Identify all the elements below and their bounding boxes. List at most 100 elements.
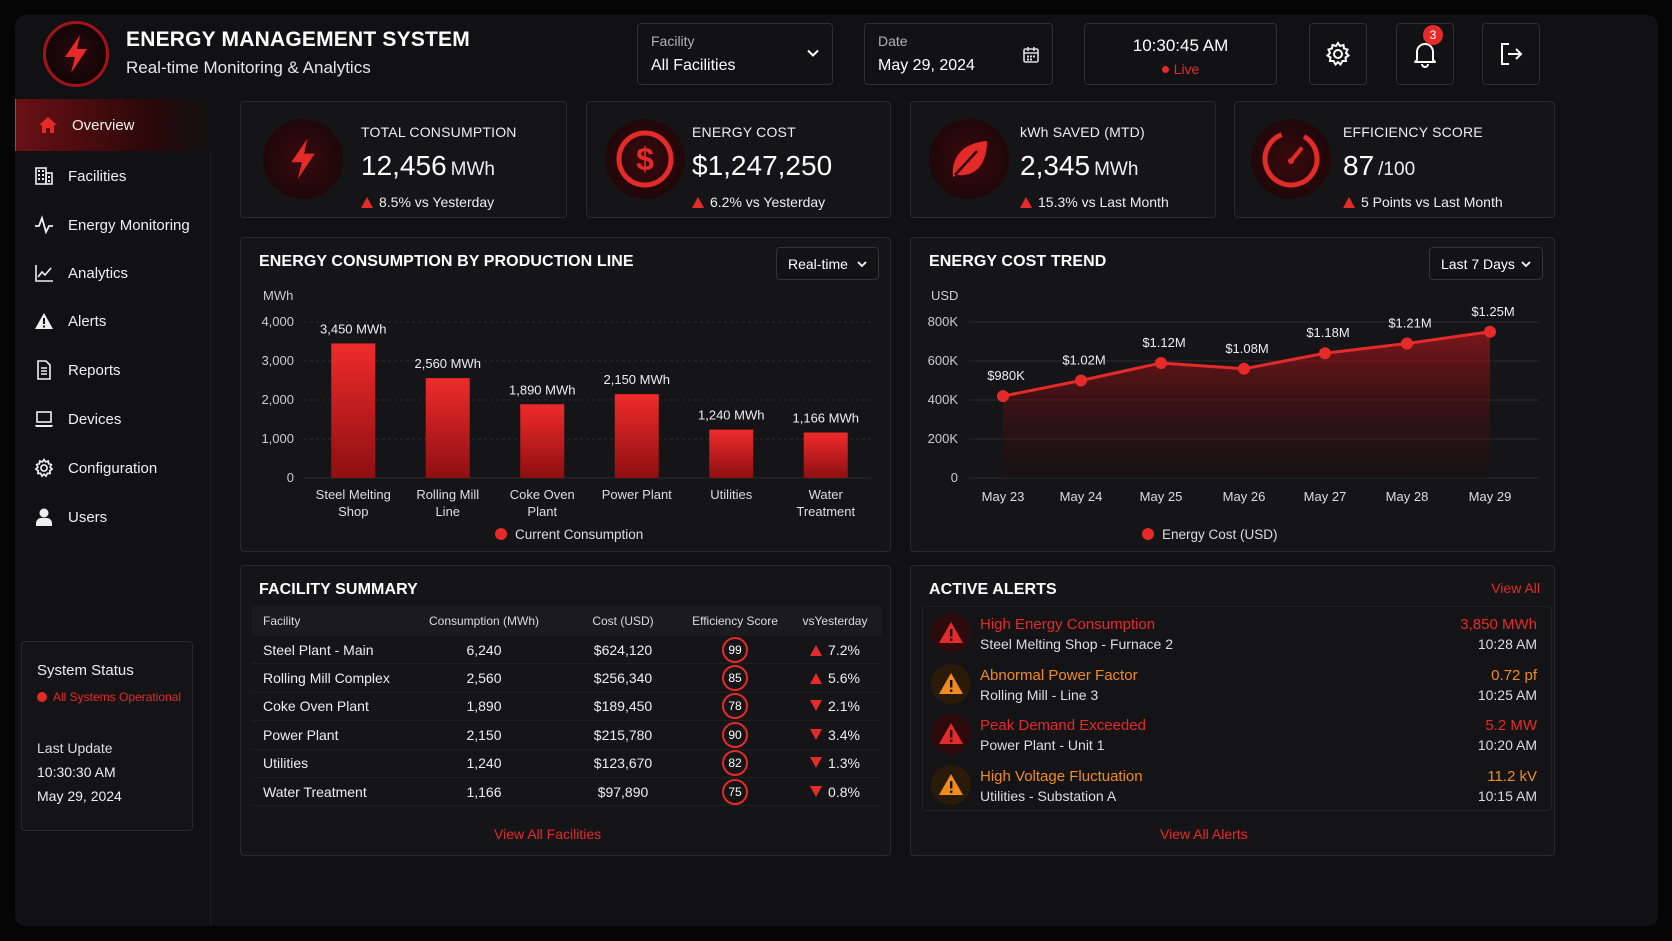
facility-name: Utilities — [263, 755, 309, 772]
facility-select[interactable]: Facility All Facilities — [637, 23, 833, 85]
area-fill — [1003, 331, 1490, 478]
sidebar-item-overview[interactable]: Overview — [15, 99, 211, 151]
alert-time: 10:25 AM — [1477, 686, 1537, 703]
sidebar-item-alerts[interactable]: Alerts — [15, 295, 211, 347]
alert-item[interactable]: High Voltage Fluctuation Utilities - Subs… — [923, 759, 1551, 809]
sidebar-item-analytics[interactable]: Analytics — [15, 247, 211, 299]
notifications-button[interactable]: 3 — [1396, 23, 1454, 85]
last-update-date: May 29, 2024 — [37, 788, 122, 804]
warning-icon — [34, 311, 54, 331]
kpi-delta: 8.5% vs Yesterday — [361, 194, 494, 210]
clock-time: 10:30:45 AM — [1132, 36, 1229, 55]
app-frame: ENERGY MANAGEMENT SYSTEM Real-time Monit… — [15, 15, 1658, 926]
delta-value: 5.6% — [828, 670, 860, 687]
kpi-delta: 6.2% vs Yesterday — [692, 194, 825, 210]
sidebar-item-users[interactable]: Users — [15, 491, 211, 543]
consumption-value: 2,560 — [466, 670, 502, 687]
kpi-delta-text: 6.2% vs Yesterday — [710, 194, 826, 210]
gear-icon — [34, 458, 54, 478]
sidebar-item-energy-monitoring[interactable]: Energy Monitoring — [15, 199, 211, 251]
leaf-icon — [929, 119, 1009, 199]
logout-button[interactable] — [1482, 23, 1540, 85]
alert-warning-icon — [931, 663, 971, 704]
active-alerts-panel: ACTIVE ALERTS View All High Energy Consu… — [910, 565, 1555, 856]
delta-cell: 7.2% — [788, 642, 882, 658]
calendar-icon — [1023, 47, 1039, 63]
facility-name: Power Plant — [263, 726, 339, 743]
facility-select-value: All Facilities — [651, 57, 736, 74]
kpi-value: $1,247,250 — [692, 150, 836, 182]
line-chart-icon — [34, 263, 54, 283]
bar — [614, 394, 659, 478]
column-header[interactable]: vsYesterday — [802, 614, 868, 628]
table-row[interactable]: Steel Plant - Main 6,240 $624,120 99 7.2% — [252, 636, 882, 665]
table-row[interactable]: Coke Oven Plant 1,890 $189,450 78 2.1% — [252, 693, 882, 722]
facility-name: Coke Oven Plant — [263, 698, 369, 715]
y-tick-label: 0 — [287, 470, 294, 485]
system-status-title: System Status — [37, 662, 134, 679]
app-title: ENERGY MANAGEMENT SYSTEM — [126, 28, 470, 51]
bar — [331, 343, 376, 478]
column-header[interactable]: Facility — [263, 614, 301, 628]
sidebar-item-facilities[interactable]: Facilities — [15, 150, 211, 202]
consumption-value: 1,890 — [466, 698, 502, 715]
sidebar-item-label: Alerts — [68, 312, 107, 330]
legend-swatch — [1142, 528, 1154, 540]
date-picker[interactable]: Date May 29, 2024 — [864, 23, 1053, 85]
alert-source: Rolling Mill - Line 3 — [980, 686, 1099, 703]
alert-item[interactable]: Abnormal Power Factor Rolling Mill - Line… — [923, 658, 1551, 708]
table-row[interactable]: Water Treatment 1,166 $97,890 75 0.8% — [252, 778, 882, 807]
sidebar-item-reports[interactable]: Reports — [15, 344, 211, 396]
sidebar: Overview Facilities Energy Monitoring An… — [15, 99, 211, 926]
alert-warning-icon — [931, 613, 971, 653]
settings-button[interactable] — [1309, 23, 1367, 85]
view-all-alerts-bottom-link[interactable]: View All Alerts — [1160, 826, 1248, 842]
alert-title: Abnormal Power Factor — [980, 666, 1138, 684]
facility-name: Rolling Mill Complex — [263, 670, 390, 687]
dropdown-value: Real-time — [788, 255, 848, 272]
alert-warning-icon — [931, 764, 971, 805]
table-row[interactable]: Utilities 1,240 $123,670 82 1.3% — [252, 750, 882, 778]
legend-label: Energy Cost (USD) — [1162, 527, 1278, 542]
data-point — [1484, 325, 1496, 338]
app-subtitle: Real-time Monitoring & Analytics — [126, 58, 371, 77]
data-label: $1.21M — [1388, 315, 1431, 330]
data-label: $1.18M — [1306, 325, 1349, 340]
kpi-delta: 15.3% vs Last Month — [1020, 194, 1169, 210]
view-all-alerts-link[interactable]: View All — [1491, 580, 1540, 596]
column-header[interactable]: Efficiency Score — [692, 614, 778, 628]
alert-warning-icon — [931, 714, 971, 754]
bar — [803, 432, 848, 478]
sidebar-item-devices[interactable]: Devices — [15, 393, 211, 445]
delta-cell: 5.6% — [788, 670, 882, 686]
table-row[interactable]: Power Plant 2,150 $215,780 90 3.4% — [252, 721, 882, 750]
column-header[interactable]: Consumption (MWh) — [428, 614, 540, 628]
efficiency-cell: 75 — [682, 778, 788, 805]
cost-range-dropdown[interactable]: Last 7 Days — [1429, 247, 1543, 280]
consumption-range-dropdown[interactable]: Real-time — [776, 247, 879, 280]
kpi-label: kWh SAVED (MTD) — [1020, 124, 1145, 140]
sidebar-item-configuration[interactable]: Configuration — [15, 442, 211, 494]
live-dot-icon — [1161, 66, 1169, 73]
trend-up-icon — [1020, 197, 1032, 208]
cost-value: $215,780 — [593, 726, 653, 743]
sidebar-item-label: Analytics — [68, 264, 129, 282]
alert-source: Steel Melting Shop - Furnace 2 — [980, 636, 1173, 652]
column-header[interactable]: Cost (USD) — [592, 614, 654, 628]
delta-value: 1.3% — [828, 755, 860, 772]
efficiency-cell: 78 — [682, 693, 788, 720]
legend-label: Current Consumption — [515, 527, 643, 542]
trend-down-icon — [810, 785, 823, 797]
alert-item[interactable]: High Energy Consumption Steel Melting Sho… — [923, 607, 1551, 657]
last-update-time: 10:30:30 AM — [37, 764, 116, 780]
kpi-unit: MWh — [1094, 159, 1139, 180]
data-label: 3,450 MWh — [320, 321, 386, 336]
x-tick-label: May 28 — [1386, 489, 1429, 504]
table-row[interactable]: Rolling Mill Complex 2,560 $256,340 85 5.6% — [252, 664, 882, 693]
cost-value: $189,450 — [593, 698, 653, 715]
x-tick-label: Treatment — [796, 504, 855, 519]
view-all-facilities-link[interactable]: View All Facilities — [494, 826, 602, 842]
live-label: Live — [1173, 61, 1200, 77]
alert-item[interactable]: Peak Demand Exceeded Power Plant - Unit 1… — [923, 708, 1551, 758]
laptop-icon — [34, 409, 54, 429]
